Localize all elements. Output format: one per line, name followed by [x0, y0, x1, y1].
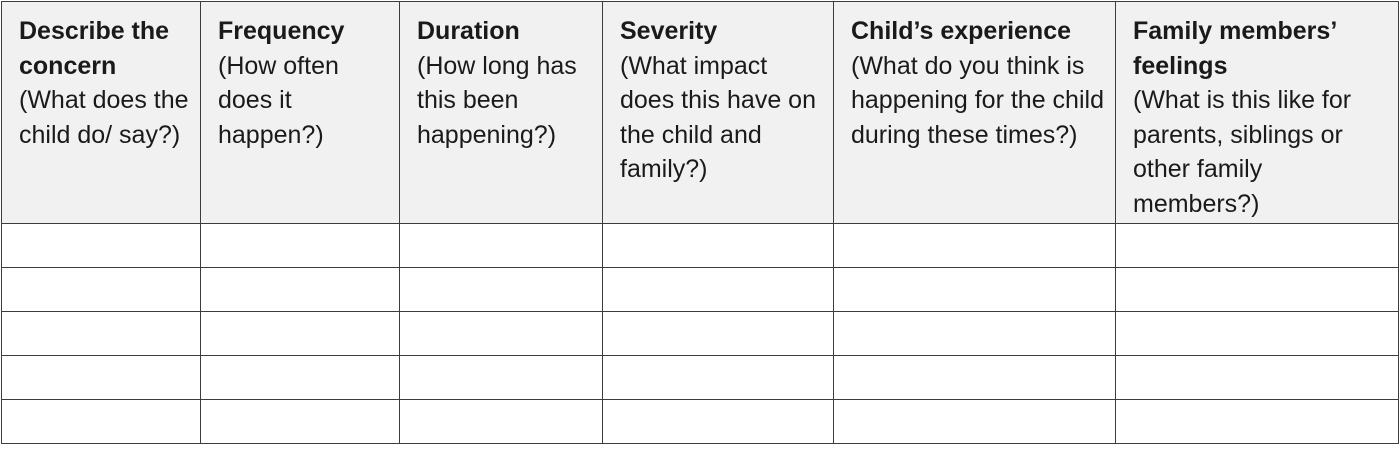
header-row: Describe the concern (What does the chil…	[1, 1, 1399, 224]
entry-cell-frequency[interactable]	[200, 311, 400, 356]
entry-cell-frequency[interactable]	[200, 355, 400, 400]
entry-cell-severity[interactable]	[602, 355, 834, 400]
entry-cell-concern[interactable]	[1, 399, 201, 444]
entry-cell-duration[interactable]	[399, 267, 603, 312]
column-title: Describe the concern	[19, 17, 170, 80]
column-header-duration: Duration (How long has this been happeni…	[399, 1, 603, 224]
column-header-family-feelings: Family members’ feelings (What is this l…	[1115, 1, 1399, 224]
column-header-concern: Describe the concern (What does the chil…	[1, 1, 201, 224]
table-body	[1, 223, 1399, 444]
entry-cell-family-feelings[interactable]	[1115, 355, 1399, 400]
entry-cell-duration[interactable]	[399, 399, 603, 444]
column-subtitle: (How often does it happen?)	[218, 51, 339, 149]
entry-cell-severity[interactable]	[602, 399, 834, 444]
entry-cell-childs-experience[interactable]	[833, 311, 1116, 356]
table-row	[1, 223, 1399, 268]
column-header-frequency: Frequency (How often does it happen?)	[200, 1, 400, 224]
entry-cell-childs-experience[interactable]	[833, 267, 1116, 312]
entry-cell-childs-experience[interactable]	[833, 223, 1116, 268]
column-header-severity: Severity (What impact does this have on …	[602, 1, 834, 224]
table-row	[1, 355, 1399, 400]
column-title: Child’s experience	[851, 17, 1071, 45]
entry-cell-family-feelings[interactable]	[1115, 267, 1399, 312]
table-row	[1, 311, 1399, 356]
entry-cell-concern[interactable]	[1, 223, 201, 268]
entry-cell-family-feelings[interactable]	[1115, 399, 1399, 444]
column-subtitle: (What is this like for parents, siblings…	[1133, 86, 1352, 218]
column-title: Duration	[417, 17, 520, 45]
entry-cell-childs-experience[interactable]	[833, 399, 1116, 444]
column-header-childs-experience: Child’s experience (What do you think is…	[833, 1, 1116, 224]
entry-cell-duration[interactable]	[399, 311, 603, 356]
table-row	[1, 267, 1399, 312]
entry-cell-duration[interactable]	[399, 223, 603, 268]
entry-cell-family-feelings[interactable]	[1115, 311, 1399, 356]
entry-cell-severity[interactable]	[602, 223, 834, 268]
column-title: Severity	[620, 17, 718, 45]
entry-cell-frequency[interactable]	[200, 399, 400, 444]
column-subtitle: (How long has this been happening?)	[417, 51, 577, 149]
entry-cell-severity[interactable]	[602, 267, 834, 312]
entry-cell-severity[interactable]	[602, 311, 834, 356]
entry-cell-frequency[interactable]	[200, 223, 400, 268]
table-header: Describe the concern (What does the chil…	[1, 1, 1399, 224]
column-title: Family members’ feelings	[1133, 17, 1336, 80]
concern-tracking-table: Describe the concern (What does the chil…	[1, 1, 1399, 444]
entry-cell-concern[interactable]	[1, 267, 201, 312]
entry-cell-concern[interactable]	[1, 311, 201, 356]
column-subtitle: (What impact does this have on the child…	[620, 51, 816, 184]
entry-cell-family-feelings[interactable]	[1115, 223, 1399, 268]
column-title: Frequency	[218, 17, 345, 45]
column-subtitle: (What does the child do/ say?)	[19, 86, 189, 149]
entry-cell-duration[interactable]	[399, 355, 603, 400]
entry-cell-concern[interactable]	[1, 355, 201, 400]
entry-cell-childs-experience[interactable]	[833, 355, 1116, 400]
entry-cell-frequency[interactable]	[200, 267, 400, 312]
column-subtitle: (What do you think is happening for the …	[851, 51, 1104, 149]
table-row	[1, 399, 1399, 444]
